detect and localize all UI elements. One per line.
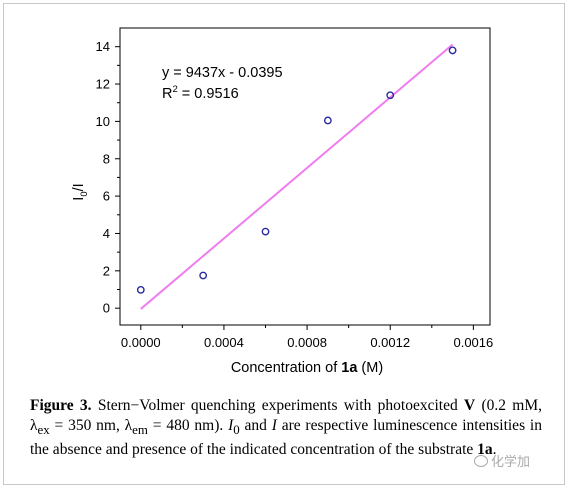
y-tick-label: 12 [96,77,110,92]
x-tick-label: 0.0004 [204,335,244,350]
x-tick-label: 0.0008 [287,335,327,350]
figure-frame [3,3,565,485]
y-tick-label: 14 [96,39,110,54]
watermark: 化学加 [474,451,530,470]
data-point [323,116,332,125]
caption-label: Figure 3. [30,397,92,414]
y-tick-label: 6 [103,189,110,204]
data-point [136,285,145,294]
fit-equation: y = 9437x - 0.0395 [162,65,283,81]
x-tick-label: 0.0016 [453,335,493,350]
chat-bubble-icon [474,454,488,467]
figure-caption: Figure 3. Stern−Volmer quenching experim… [30,397,543,459]
data-point [261,227,270,236]
y-tick-label: 8 [103,151,110,166]
y-tick-label: 4 [103,226,110,241]
x-tick-label: 0.0012 [370,335,410,350]
fit-line-layer [140,43,454,310]
x-tick-label: 0.0000 [121,335,161,350]
chart-text: y = 9437x - 0.0395 R2 = 0.9516 Concentra… [71,65,383,376]
data-points [136,46,457,294]
y-axis-label: I0/I [71,183,90,200]
fit-line [140,43,454,310]
y-tick-label: 0 [103,301,110,316]
axes: 0.0000 0.0004 0.0008 0.0012 0.0016 0 2 4 6 8 10 12 1… [96,27,493,350]
data-point [199,271,208,280]
y-tick-label: 10 [96,114,110,129]
fit-r-squared: R2 = 0.9516 [162,84,239,102]
y-tick-label: 2 [103,263,110,278]
x-axis-label: Concentration of 1a (M) [231,360,383,376]
plot-frame [119,27,491,326]
data-point [448,46,457,55]
data-point [386,91,395,100]
